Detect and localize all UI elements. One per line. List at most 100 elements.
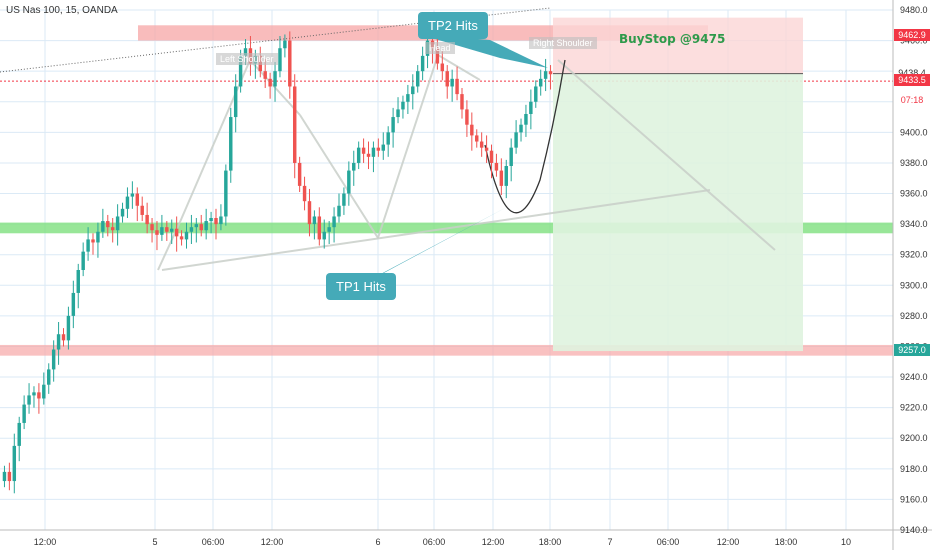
candle-body	[86, 239, 90, 252]
candle-body	[529, 101, 533, 114]
candle-body	[170, 228, 174, 232]
candle-body	[401, 101, 405, 110]
candle-body	[115, 216, 120, 231]
time-tick-label: 12:00	[34, 537, 57, 547]
time-tick-label: 06:00	[423, 537, 446, 547]
candle-body	[224, 170, 228, 217]
price-tick-label: 9280.0	[900, 311, 928, 321]
candle-body	[91, 239, 95, 243]
candle-body	[238, 55, 243, 87]
time-tick-label: 6	[375, 537, 380, 547]
candle-body	[381, 144, 385, 151]
right-shoulder-label: Right Shoulder	[529, 37, 597, 49]
candle-body	[199, 224, 203, 231]
candle-body	[32, 392, 36, 396]
price-tick-label: 9320.0	[900, 250, 928, 260]
candle-body	[445, 71, 449, 87]
candle-body	[42, 384, 46, 399]
candle-body	[209, 218, 213, 222]
candle-body	[56, 334, 61, 350]
candle-body	[150, 224, 154, 231]
candle-body	[538, 78, 543, 87]
candle-body	[179, 236, 184, 240]
price-badge: 9433.5	[894, 74, 930, 87]
candle-body	[155, 230, 159, 235]
candle-body	[484, 147, 489, 151]
candle-body	[268, 78, 272, 87]
price-tick-label: 9140.0	[900, 525, 928, 535]
tp2-callout: TP2 Hits	[418, 12, 488, 39]
candle-body	[283, 40, 287, 49]
candle-body	[435, 48, 440, 64]
candle-body	[519, 124, 523, 133]
time-tick-label: 12:00	[717, 537, 740, 547]
candle-body	[184, 231, 189, 240]
pattern-line	[557, 59, 776, 251]
candle-body	[66, 315, 71, 341]
time-tick-label: 18:00	[775, 537, 798, 547]
candle-body	[361, 147, 366, 154]
price-tick-label: 9360.0	[900, 189, 928, 199]
candle-body	[278, 48, 282, 72]
pattern-line	[179, 59, 251, 223]
time-tick-label: 5	[152, 537, 157, 547]
time-tick-label: 12:00	[482, 537, 505, 547]
candle-body	[342, 193, 346, 206]
tp1-pointer	[360, 200, 520, 285]
candle-body	[51, 349, 56, 370]
candle-body	[460, 94, 464, 110]
candle-body	[130, 193, 135, 197]
pattern-line	[437, 54, 481, 81]
candle-body	[101, 221, 105, 232]
price-badge: 9462.9	[894, 29, 930, 42]
candle-body	[470, 124, 474, 136]
price-tick-label: 9220.0	[900, 403, 928, 413]
price-tick-label: 9400.0	[900, 127, 928, 137]
time-tick-label: 18:00	[539, 537, 562, 547]
candle-body	[81, 251, 85, 270]
time-axis: 12:00 5 06:00 12:00 6 06:00 12:00 18:00 7 06:00 12…	[34, 537, 851, 547]
candle-body	[327, 227, 331, 232]
candle-body	[165, 227, 169, 232]
pattern-line	[377, 54, 439, 239]
candle-body	[366, 153, 371, 157]
tp1-callout: TP1 Hits	[326, 273, 396, 300]
candle-body	[548, 71, 553, 75]
candle-body	[514, 132, 518, 148]
candle-body	[288, 40, 292, 87]
pattern-line	[161, 189, 711, 271]
candle-body	[125, 196, 130, 209]
candle-body	[322, 231, 326, 240]
candle-body	[376, 147, 381, 151]
projection-curve	[484, 59, 566, 214]
candle-body	[61, 334, 66, 341]
left-shoulder-label: Left Shoulder	[216, 53, 278, 65]
candle-body	[347, 170, 351, 194]
candle-body	[406, 94, 410, 102]
candle-body	[543, 71, 548, 79]
candle-body	[534, 86, 538, 102]
candle-body	[71, 292, 76, 316]
candle-body	[219, 216, 223, 225]
candle-body	[386, 132, 390, 145]
candle-body	[440, 63, 445, 72]
head-label: Head	[425, 42, 455, 54]
price-tick-label: 9240.0	[900, 372, 928, 382]
time-tick-label: 06:00	[202, 537, 225, 547]
candle-body	[263, 71, 267, 79]
buystop-label: BuyStop @9475	[619, 32, 726, 46]
candle-body	[22, 404, 26, 423]
candle-body	[27, 395, 31, 405]
candle-body	[297, 162, 302, 186]
trend-line-dotted	[0, 7, 551, 73]
candle-body	[524, 114, 528, 125]
price-tick-label: 9200.0	[900, 433, 928, 443]
candle-body	[415, 71, 420, 87]
candle-body	[356, 147, 361, 163]
candle-body	[140, 205, 144, 215]
candle-body	[76, 270, 80, 293]
candle-body	[494, 162, 499, 171]
price-badge: 9257.0	[894, 344, 930, 357]
price-tick-label: 9480.0	[900, 5, 928, 15]
